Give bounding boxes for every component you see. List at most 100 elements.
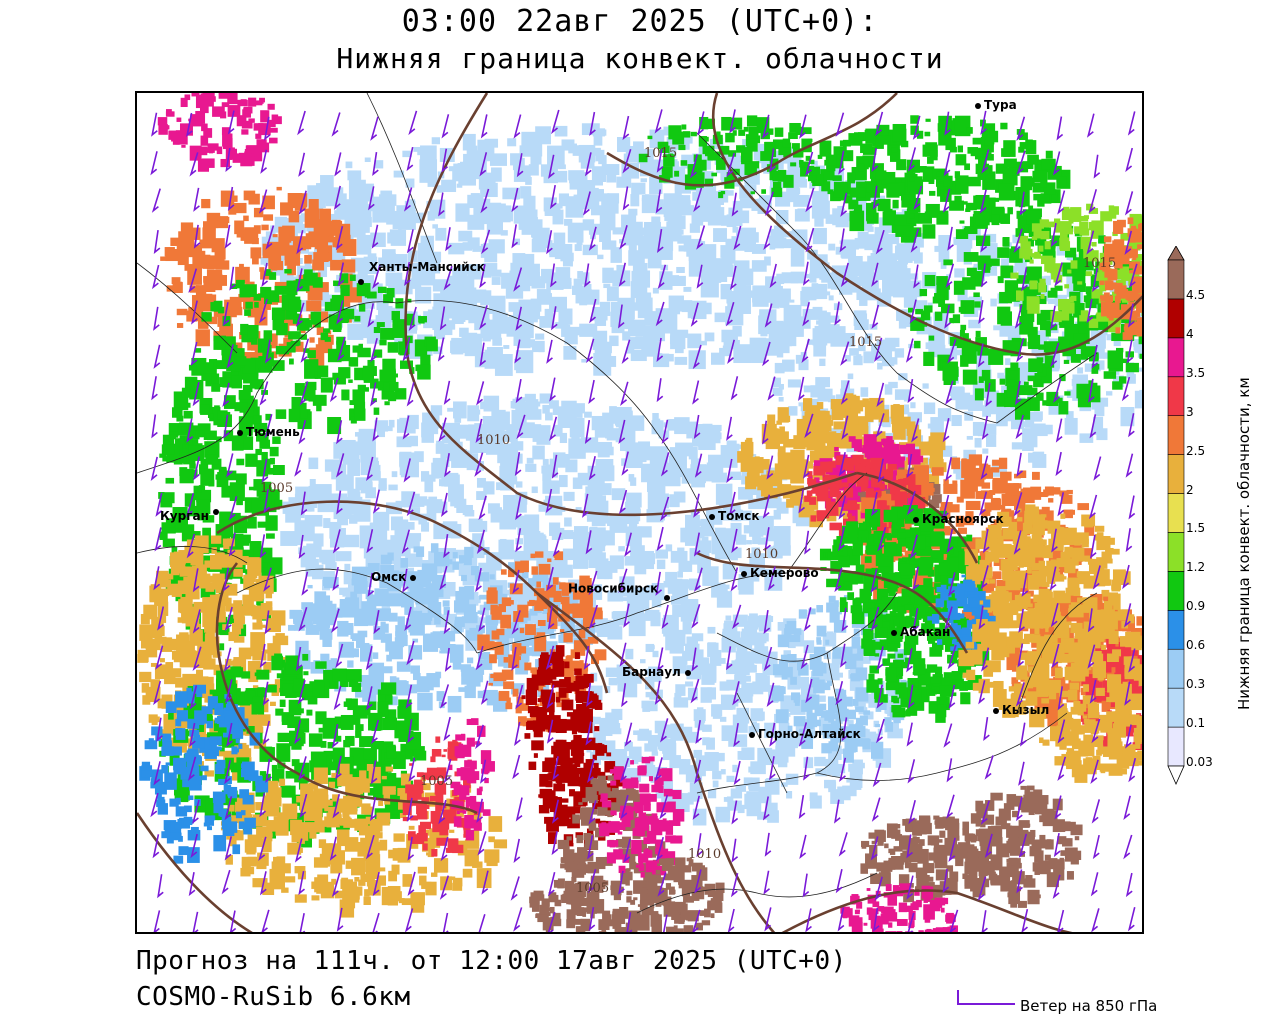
- wind-barb: [367, 572, 375, 597]
- wind-barb: [372, 152, 379, 177]
- wind-barb: [620, 381, 629, 406]
- wind-barb: [335, 225, 344, 251]
- wind-barb: [769, 722, 777, 747]
- wind-barb: [584, 419, 592, 444]
- wind-barb: [480, 188, 490, 214]
- wind-barb: [1091, 718, 1101, 744]
- wind-barb: [265, 339, 272, 364]
- wind-barb: [1089, 534, 1097, 559]
- wind-barb: [1087, 378, 1095, 403]
- wind-barb: [1126, 339, 1134, 364]
- wind-barb: [979, 491, 988, 516]
- wind-barb: [728, 491, 736, 516]
- city-tura: Тура: [975, 98, 1017, 112]
- wind-barb: [298, 870, 305, 896]
- wind-barb: [263, 116, 271, 141]
- wind-barb: [369, 796, 377, 822]
- wind-barb: [587, 758, 595, 784]
- wind-barb: [763, 646, 773, 672]
- wind-barb: [372, 871, 380, 897]
- wind-barb: [153, 566, 161, 591]
- wind-barb: [259, 381, 269, 406]
- wind-barb: [657, 872, 667, 897]
- wind-barb: [841, 717, 849, 742]
- wind-barb: [907, 684, 915, 709]
- wind-barb: [1092, 834, 1100, 860]
- region-border: [736, 692, 788, 794]
- wind-barb: [942, 188, 951, 213]
- wind-barb: [264, 610, 272, 635]
- wind-barb: [798, 794, 806, 820]
- wind-barb: [512, 569, 520, 595]
- wind-barb: [801, 338, 810, 364]
- wind-barb: [1092, 565, 1101, 590]
- wind-barb: [262, 720, 271, 746]
- isobar-line: [215, 562, 478, 815]
- wind-barb: [803, 607, 812, 632]
- wind-barb: [655, 301, 665, 327]
- wind-barb: [802, 454, 810, 479]
- wind-barb: [802, 302, 810, 327]
- wind-barb: [193, 224, 201, 249]
- city-gorno-altaysk: Горно-Алтайск: [749, 727, 861, 741]
- wind-barb: [331, 872, 341, 898]
- wind-barb: [402, 337, 411, 362]
- wind-barb: [1015, 414, 1024, 440]
- city-abakan: Абакан: [891, 625, 950, 639]
- wind-barb: [515, 306, 523, 331]
- colorbar-tick-label: 2: [1186, 482, 1194, 497]
- wind-barb: [803, 756, 810, 781]
- wind-barb: [226, 344, 234, 369]
- wind-barb: [620, 794, 629, 820]
- wind-barb: [370, 116, 379, 141]
- wind-barb: [619, 225, 628, 250]
- wind-barb: [661, 419, 669, 444]
- wind-barb: [552, 532, 562, 557]
- wind-barb: [299, 381, 309, 406]
- wind-barb: [981, 910, 988, 932]
- region-border: [786, 472, 868, 574]
- colorbar-swatch: [1167, 337, 1185, 378]
- wind-barb: [551, 831, 559, 856]
- wind-barb: [478, 607, 486, 632]
- wind-barb: [300, 338, 310, 363]
- wind-barb: [798, 722, 808, 747]
- wind-barb: [582, 493, 589, 518]
- isobar-label: 1015: [644, 146, 678, 161]
- wind-barb: [1057, 719, 1066, 744]
- wind-barb: [657, 647, 664, 672]
- wind-barb: [546, 719, 554, 744]
- wind-barb: [726, 458, 734, 483]
- wind-barb: [155, 645, 164, 670]
- wind-barb: [188, 872, 196, 897]
- wind-barb: [224, 836, 233, 861]
- wind-barb: [588, 226, 597, 251]
- wind-barb: [331, 723, 339, 749]
- wind-barb: [547, 605, 555, 630]
- wind-barb: [978, 605, 986, 630]
- wind-barb: [798, 489, 806, 514]
- colorbar-swatch: [1167, 259, 1185, 300]
- wind-barb: [516, 153, 524, 178]
- wind-barb: [763, 609, 771, 634]
- colorbar-swatch: [1167, 454, 1185, 494]
- wind-barb: [227, 110, 235, 135]
- isobar-line: [137, 812, 253, 932]
- wind-barb: [980, 647, 990, 672]
- wind-barb: [370, 337, 378, 363]
- wind-barb: [336, 490, 343, 515]
- wind-barb: [475, 724, 484, 750]
- wind-barb: [805, 187, 815, 213]
- wind-barb: [660, 718, 669, 743]
- wind-barb: [443, 716, 451, 742]
- wind-barb: [442, 912, 449, 932]
- wind-barb: [227, 186, 235, 211]
- colorbar-swatch: [1167, 687, 1185, 728]
- wind-barb: [408, 110, 418, 136]
- wind-barb: [906, 875, 914, 900]
- wind-barb: [407, 836, 415, 861]
- wind-barb: [834, 301, 841, 326]
- wind-barb: [443, 380, 451, 405]
- region-border: [137, 546, 248, 564]
- wind-barb: [906, 453, 914, 478]
